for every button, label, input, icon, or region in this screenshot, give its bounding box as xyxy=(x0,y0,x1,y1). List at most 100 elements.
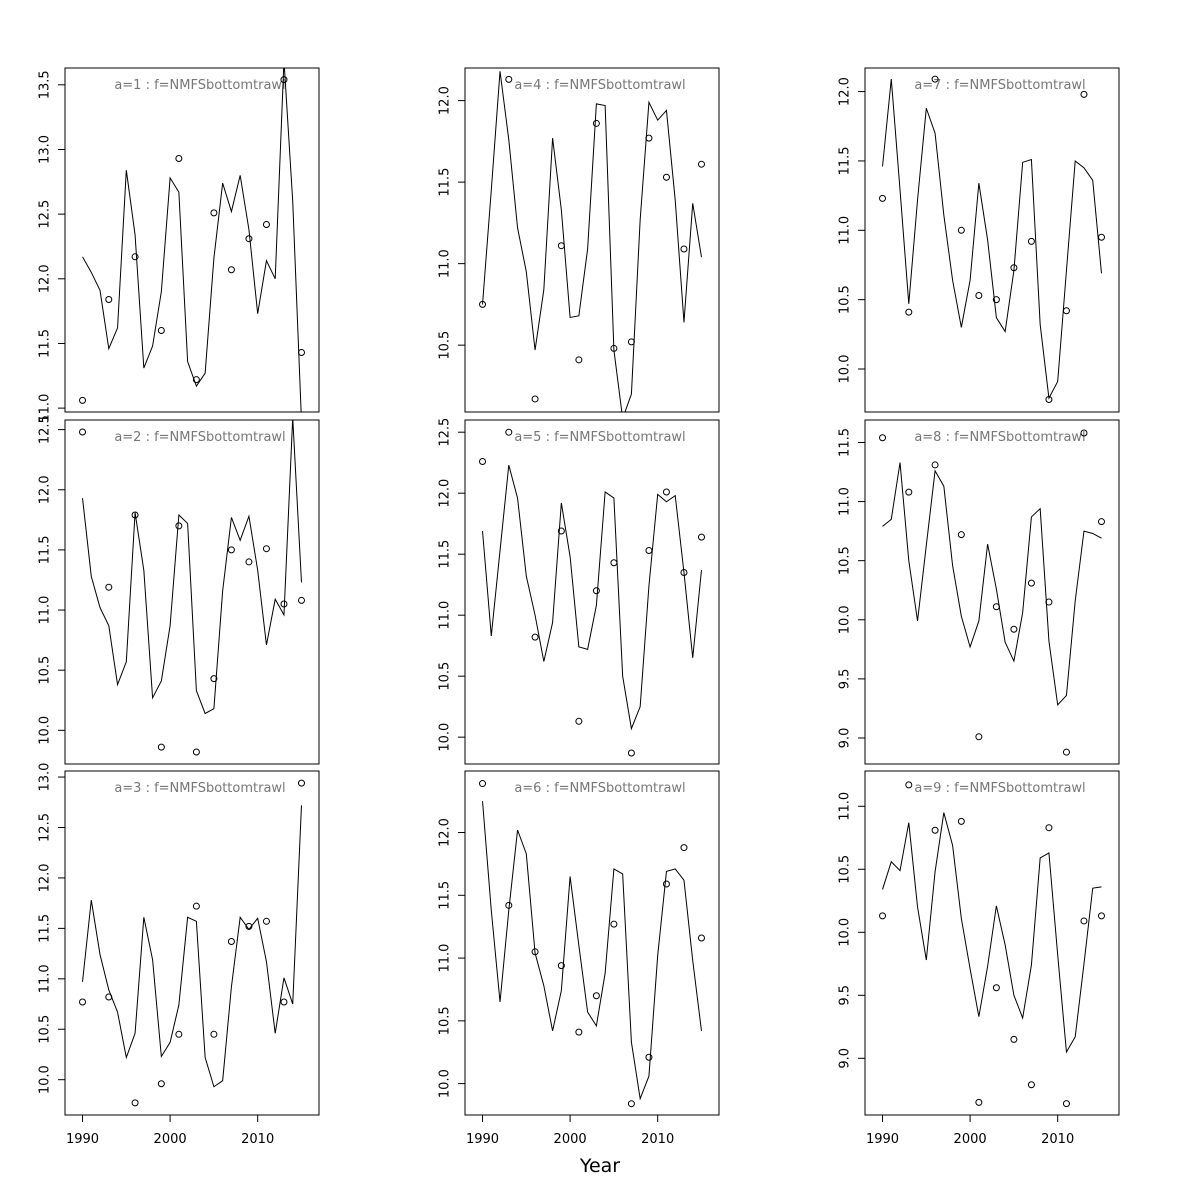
observed-point xyxy=(505,428,513,436)
observed-point xyxy=(680,844,688,852)
observed-point xyxy=(975,733,983,741)
observed-point xyxy=(245,922,253,930)
panel-title: a=1 : f=NMFSbottomtrawl xyxy=(114,78,285,93)
y-tick-label: 12.5 xyxy=(38,813,53,842)
observed-point xyxy=(1097,518,1105,526)
y-tick-label: 10.5 xyxy=(438,662,453,691)
y-tick-label: 12.0 xyxy=(438,818,453,847)
observed-point xyxy=(79,998,87,1006)
observed-point xyxy=(262,220,270,228)
observed-point xyxy=(662,173,670,181)
observed-point xyxy=(479,300,487,308)
observed-point xyxy=(645,134,653,142)
y-tick-label: 11.0 xyxy=(838,216,853,245)
observed-point xyxy=(131,1099,139,1107)
y-tick-label: 11.5 xyxy=(838,428,853,457)
plot-frame xyxy=(64,419,320,765)
fitted-line xyxy=(482,71,702,412)
observed-point xyxy=(280,76,288,84)
observed-point xyxy=(957,531,965,539)
y-tick-label: 12.5 xyxy=(38,415,53,444)
panel-title: a=6 : f=NMFSbottomtrawl xyxy=(514,781,685,796)
y-tick-label: 9.5 xyxy=(838,669,853,690)
observed-point xyxy=(1080,917,1088,925)
panel-title: a=5 : f=NMFSbottomtrawl xyxy=(514,430,685,445)
observed-point xyxy=(610,559,618,567)
observed-point xyxy=(662,488,670,496)
x-tick-label: 2010 xyxy=(241,1132,274,1147)
observed-point xyxy=(905,781,913,789)
observed-point xyxy=(210,675,218,683)
observed-point xyxy=(131,511,139,519)
observed-point xyxy=(297,596,305,604)
x-tick-label: 2000 xyxy=(554,1132,587,1147)
observed-point xyxy=(975,291,983,299)
observed-point xyxy=(992,984,1000,992)
panel-title: a=4 : f=NMFSbottomtrawl xyxy=(514,78,685,93)
observed-point xyxy=(1097,912,1105,920)
fitted-line xyxy=(882,812,1102,1054)
y-tick-label: 11.0 xyxy=(438,601,453,630)
x-tick-label: 2010 xyxy=(641,1132,674,1147)
panel: 10.0 10.5 11.0 11.5 12.0 1990 2000 2010 a=6 : f=… xyxy=(438,770,720,1147)
observed-point xyxy=(1045,598,1053,606)
observed-point xyxy=(297,779,305,787)
observed-point xyxy=(975,1098,983,1106)
panel: 9.0 9.5 10.0 10.5 11.0 1990 2000 2010 a=9 : f=NM… xyxy=(838,770,1120,1147)
y-tick-label: 13.5 xyxy=(38,70,53,99)
y-tick-label: 13.0 xyxy=(38,135,53,164)
observed-point xyxy=(575,356,583,364)
plot-frame xyxy=(864,67,1120,413)
observed-point xyxy=(575,1028,583,1036)
observed-point xyxy=(1080,429,1088,437)
observed-point xyxy=(879,912,887,920)
y-tick-label: 12.0 xyxy=(438,86,453,115)
plot-frame xyxy=(464,770,720,1116)
observed-point xyxy=(175,522,183,530)
observed-point xyxy=(1027,579,1035,587)
observed-point xyxy=(262,917,270,925)
observed-point xyxy=(280,600,288,608)
plot-frame xyxy=(64,67,320,413)
observed-point xyxy=(697,533,705,541)
observed-point xyxy=(680,245,688,253)
observed-point xyxy=(931,461,939,469)
observed-point xyxy=(280,998,288,1006)
observed-point xyxy=(1027,237,1035,245)
y-tick-label: 11.0 xyxy=(438,249,453,278)
fitted-line xyxy=(882,79,1102,400)
panel: 11.0 11.5 12.0 12.5 13.0 13.5 a=1 : f=NMFSbott… xyxy=(38,67,320,423)
observed-point xyxy=(227,266,235,274)
y-tick-label: 11.0 xyxy=(838,487,853,516)
y-tick-label: 12.0 xyxy=(38,475,53,504)
y-tick-label: 10.5 xyxy=(838,546,853,575)
observed-point xyxy=(1080,90,1088,98)
y-tick-label: 10.5 xyxy=(438,1006,453,1035)
y-tick-label: 11.0 xyxy=(438,944,453,973)
observed-point xyxy=(627,338,635,346)
observed-point xyxy=(992,296,1000,304)
x-tick-label: 2000 xyxy=(154,1132,187,1147)
y-tick-label: 11.0 xyxy=(38,964,53,993)
observed-point xyxy=(575,717,583,725)
observed-point xyxy=(1010,625,1018,633)
y-tick-label: 10.5 xyxy=(38,1015,53,1044)
fitted-line xyxy=(82,68,302,412)
observed-point xyxy=(105,583,113,591)
y-tick-label: 11.5 xyxy=(838,146,853,175)
observed-point xyxy=(592,119,600,127)
panel-title: a=2 : f=NMFSbottomtrawl xyxy=(114,430,285,445)
plot-frame xyxy=(464,419,720,765)
observed-point xyxy=(610,344,618,352)
plot-frame xyxy=(464,67,720,413)
observed-point xyxy=(227,937,235,945)
y-tick-label: 11.5 xyxy=(38,535,53,564)
y-tick-label: 11.0 xyxy=(838,792,853,821)
observed-point xyxy=(557,962,565,970)
observed-point xyxy=(931,75,939,83)
observed-point xyxy=(531,395,539,403)
plot-frame xyxy=(64,770,320,1116)
y-tick-label: 9.0 xyxy=(838,1048,853,1069)
panel: 10.0 10.5 11.0 11.5 12.0 12.5 13.0 1990 2000 2010… xyxy=(38,763,320,1147)
